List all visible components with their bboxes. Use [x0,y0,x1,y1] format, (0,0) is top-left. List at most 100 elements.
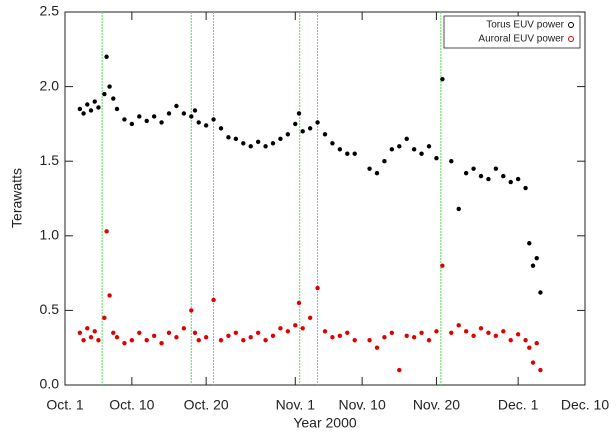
data-point [434,156,439,161]
plot-frame [64,11,586,386]
data-point [248,335,253,340]
data-point [233,136,239,142]
y-tick-label: 2.5 [40,3,60,19]
data-point [345,330,350,335]
data-point [337,333,343,338]
data-point [440,263,445,268]
data-point [111,96,116,101]
data-point [419,330,424,335]
data-point [104,229,109,234]
data-point [241,338,246,343]
data-point [374,170,380,176]
data-point [122,341,127,346]
data-point [471,166,476,171]
data-point [137,114,142,119]
x-axis-label: Year 2000 [293,415,357,431]
data-point [419,151,424,156]
data-point [440,76,445,82]
data-point [411,147,417,152]
data-point [218,338,224,343]
legend-label: Auroral EUV power [478,34,564,45]
data-point [174,103,179,109]
data-point [493,166,499,171]
legend-label: Torus EUV power [486,20,564,31]
data-point [263,338,268,343]
data-point [322,132,328,137]
data-point [255,139,261,145]
data-point [478,326,484,331]
data-point [181,111,187,116]
data-point [111,330,116,335]
data-point [241,141,246,146]
data-point [345,151,350,156]
data-point [174,335,179,340]
data-point [456,206,461,212]
x-tick-label: Oct. 1 [46,397,84,413]
data-point [96,105,101,110]
data-point [538,367,543,373]
data-point [181,326,187,331]
data-point [107,293,112,298]
data-point [278,326,283,331]
data-point [315,285,320,291]
data-point [77,106,83,112]
data-point [486,330,491,335]
data-point [530,360,536,365]
data-point [129,338,135,343]
data-point [463,329,469,334]
data-point [471,333,476,338]
legend-marker [568,22,574,28]
data-point [285,132,291,137]
data-point [515,176,521,182]
data-point [534,255,539,261]
data-point [478,173,484,179]
legend-marker [568,36,574,42]
y-axis-label: Terawatts [9,168,25,228]
data-point [192,330,198,335]
x-tick-label: Nov. 10 [339,397,386,413]
data-point [211,297,216,303]
data-point [293,121,298,127]
data-point [107,84,112,89]
legend-box [443,15,581,49]
data-point [218,126,224,131]
data-point [114,106,120,112]
data-point [189,114,194,119]
data-point [122,117,127,122]
data-point [166,111,172,116]
data-point [486,176,491,182]
data-point [501,329,506,334]
data-point [203,335,209,340]
data-point [449,159,454,164]
data-point [196,120,201,125]
data-point [278,136,283,142]
data-point [382,335,387,340]
x-tick-label: Nov. 1 [276,397,316,413]
data-point [104,54,109,59]
data-point [493,333,499,338]
x-tick-label: Dec. 1 [498,397,539,413]
data-point [81,338,86,343]
data-point [92,329,97,334]
data-point [538,290,543,295]
data-point [296,300,302,306]
data-point [270,141,276,146]
data-point [501,173,506,179]
data-point [211,117,216,122]
data-point [137,330,142,335]
data-point [389,330,395,335]
data-point [285,329,291,334]
data-point [196,338,201,343]
data-point [315,120,320,125]
data-point [159,341,164,346]
data-point [463,170,469,176]
data-point [426,144,432,149]
data-point [102,91,107,97]
data-point [248,144,253,149]
data-point [151,333,157,338]
data-point [523,185,528,191]
y-tick-label: 1.0 [40,227,60,243]
data-point [374,345,380,350]
data-point [255,330,261,335]
